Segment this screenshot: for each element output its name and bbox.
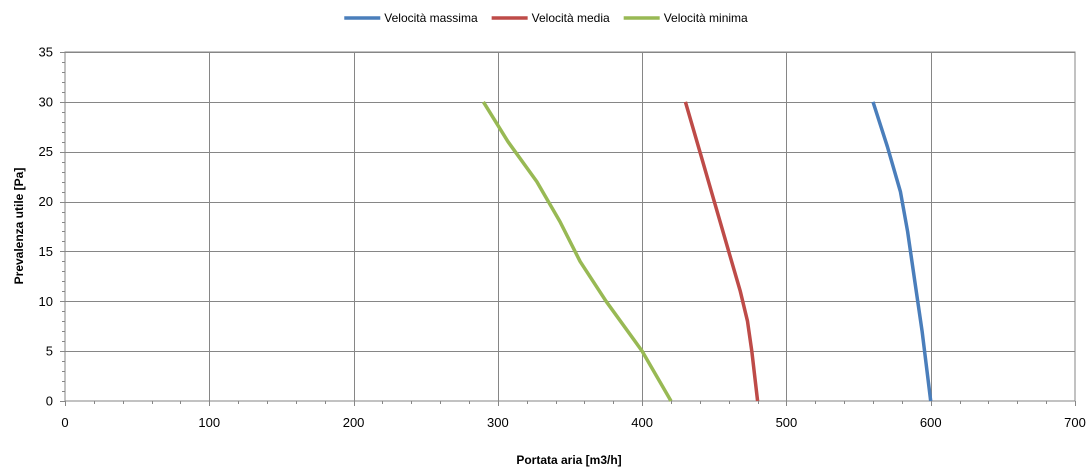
- y-tick-label: 30: [39, 94, 53, 109]
- x-tick-label: 600: [920, 415, 942, 430]
- x-tick-label: 400: [631, 415, 653, 430]
- y-tick-label: 10: [39, 294, 53, 309]
- y-tick-label: 35: [39, 45, 53, 60]
- legend-label: Velocità media: [532, 11, 610, 25]
- x-tick-label: 0: [61, 415, 68, 430]
- y-tick-label: 0: [46, 394, 53, 409]
- legend-item-2: Velocità media: [491, 11, 610, 25]
- x-axis-title: Portata aria [m3/h]: [516, 453, 621, 467]
- x-tick-label: 500: [776, 415, 798, 430]
- x-tick-label: 200: [343, 415, 365, 430]
- legend-label: Velocità minima: [664, 11, 748, 25]
- x-tick-label: 700: [1064, 415, 1086, 430]
- series-line-2: [683, 101, 760, 402]
- legend-item-3: Velocità minima: [623, 11, 748, 25]
- series-line-1: [871, 101, 933, 402]
- y-tick-label: 20: [39, 194, 53, 209]
- x-tick-label: 300: [487, 415, 509, 430]
- legend-label: Velocità massima: [384, 11, 478, 25]
- series-lines: [481, 100, 933, 402]
- x-tick-label: 100: [198, 415, 220, 430]
- y-tick-label: 25: [39, 144, 53, 159]
- y-tick-label: 15: [39, 244, 53, 259]
- axes: 0 5 10 15 20 25 30 35 0 100 200 300 400 500 600 700: [39, 45, 1086, 431]
- grid: [64, 51, 1076, 402]
- legend: Velocità massima Velocità media Velocità m…: [344, 11, 748, 25]
- y-axis-title: Prevalenza utile [Pa]: [12, 168, 26, 285]
- legend-item-1: Velocità massima: [344, 11, 478, 25]
- series-line-3: [481, 100, 673, 402]
- y-tick-label: 5: [46, 344, 53, 359]
